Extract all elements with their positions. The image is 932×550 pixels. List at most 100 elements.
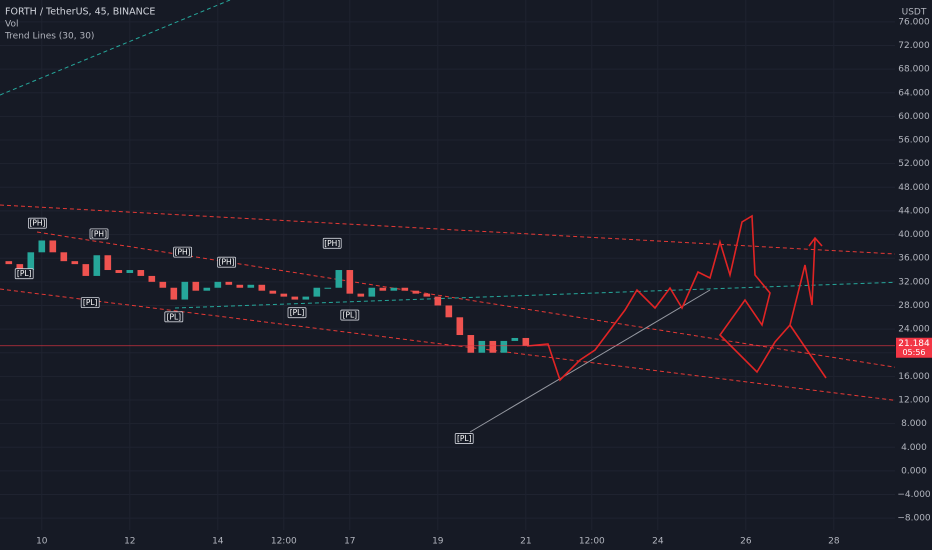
y-tick-label: 48.000 bbox=[898, 183, 930, 193]
axes: 76.000 72.000 68.000 64.000 60.000 56.000 52.0… bbox=[36, 17, 932, 547]
candle bbox=[159, 281, 167, 288]
candle bbox=[126, 270, 134, 273]
y-tick-label: 32.000 bbox=[898, 277, 930, 287]
candle bbox=[104, 255, 112, 271]
y-tick-label: 40.000 bbox=[898, 230, 930, 240]
candle bbox=[247, 284, 255, 288]
pivot-box bbox=[217, 256, 237, 268]
pivot-label: [PL] bbox=[290, 308, 305, 317]
candle bbox=[368, 287, 376, 297]
candle bbox=[5, 261, 13, 265]
pivot-box bbox=[287, 307, 307, 319]
y-tick-label: 28.000 bbox=[898, 301, 930, 311]
y-tick-label: 64.000 bbox=[898, 88, 930, 98]
y-tick-label: 36.000 bbox=[898, 254, 930, 264]
candle bbox=[511, 337, 519, 341]
candle bbox=[434, 296, 442, 306]
pivot-box bbox=[80, 297, 100, 309]
x-tick-label: 21 bbox=[520, 537, 531, 547]
last-price-tag bbox=[896, 337, 932, 358]
candle bbox=[269, 290, 277, 294]
candle bbox=[313, 287, 321, 297]
x-tick-label: 10 bbox=[36, 537, 48, 547]
candle bbox=[148, 275, 156, 282]
candle bbox=[335, 270, 343, 288]
x-tick-label: 26 bbox=[740, 537, 752, 547]
candle bbox=[27, 252, 35, 271]
pivot-label: [PH] bbox=[324, 239, 340, 248]
pivot-box bbox=[14, 268, 34, 280]
candle bbox=[324, 287, 332, 289]
trend-line bbox=[0, 204, 932, 257]
candle bbox=[60, 252, 68, 262]
y-tick-label: 60.000 bbox=[898, 112, 930, 122]
candle bbox=[214, 281, 222, 288]
y-tick-label: 24.000 bbox=[898, 325, 930, 335]
symbol-title: FORTH / TetherUS, 45, BINANCE bbox=[5, 7, 155, 18]
candle bbox=[137, 270, 145, 276]
candle bbox=[346, 270, 354, 294]
candle bbox=[192, 281, 200, 291]
candle bbox=[181, 281, 189, 300]
y-tick-label: 72.000 bbox=[898, 41, 930, 51]
pivot-label: [PL] bbox=[457, 434, 472, 443]
pivot-box bbox=[322, 237, 342, 249]
pivot-label: [PH] bbox=[29, 219, 45, 228]
pivot-box bbox=[454, 433, 474, 444]
pivot-label: [PL] bbox=[83, 298, 98, 307]
x-tick-label: 24 bbox=[652, 537, 664, 547]
pivot-box bbox=[89, 228, 109, 240]
pivot-label: [PL] bbox=[167, 312, 182, 321]
candle bbox=[478, 340, 486, 353]
trend-line bbox=[469, 289, 711, 433]
candle bbox=[445, 305, 453, 318]
y-tick-label: −4.000 bbox=[897, 490, 931, 500]
trend-line bbox=[0, 288, 932, 406]
x-tick-label: 12:00 bbox=[579, 537, 605, 547]
candle bbox=[500, 340, 508, 353]
x-tick-label: 12:00 bbox=[271, 537, 297, 547]
price-axis bbox=[895, 0, 932, 550]
candle bbox=[423, 293, 431, 297]
legend-item: Vol bbox=[5, 20, 18, 30]
candle bbox=[456, 317, 464, 336]
pivot-label: [PL] bbox=[343, 311, 358, 320]
candle bbox=[467, 335, 475, 353]
x-tick-label: 17 bbox=[344, 537, 355, 547]
pivot-box bbox=[164, 311, 184, 323]
y-tick-label: 0.000 bbox=[901, 466, 927, 476]
candle bbox=[82, 264, 90, 276]
pivot-label: [PH] bbox=[219, 258, 235, 267]
pivot-label: [PL] bbox=[17, 269, 32, 278]
pivot-box bbox=[173, 246, 193, 258]
candle bbox=[203, 287, 211, 291]
y-tick-label: 8.000 bbox=[901, 419, 927, 429]
x-tick-label: 14 bbox=[212, 537, 224, 547]
last-price-label: 21.184 bbox=[898, 339, 930, 349]
plot: [PH] [PL] [PH] [PL] [PH] [PL] [PH] [PL] [PH] [PL]… bbox=[0, 217, 895, 444]
candle bbox=[93, 255, 101, 276]
x-tick-label: 19 bbox=[432, 537, 444, 547]
candle bbox=[280, 293, 288, 297]
y-tick-label: 76.000 bbox=[898, 17, 930, 27]
candle bbox=[401, 287, 409, 291]
y-tick-label: 56.000 bbox=[898, 136, 930, 146]
forecast-arrow bbox=[808, 236, 823, 247]
candle bbox=[16, 264, 24, 271]
y-tick-label: 44.000 bbox=[898, 206, 930, 216]
y-tick-label: −8.000 bbox=[897, 514, 931, 524]
candle bbox=[489, 340, 497, 353]
candle bbox=[390, 287, 398, 291]
candle bbox=[258, 284, 266, 291]
grid bbox=[0, 0, 895, 530]
candle bbox=[38, 240, 46, 253]
candle bbox=[236, 284, 244, 288]
forecast-drawing bbox=[526, 214, 816, 382]
y-tick-label: 16.000 bbox=[898, 372, 930, 382]
candle bbox=[291, 296, 299, 300]
pivot-label: [PH] bbox=[91, 229, 107, 238]
candle bbox=[302, 296, 310, 300]
candle bbox=[412, 290, 420, 294]
